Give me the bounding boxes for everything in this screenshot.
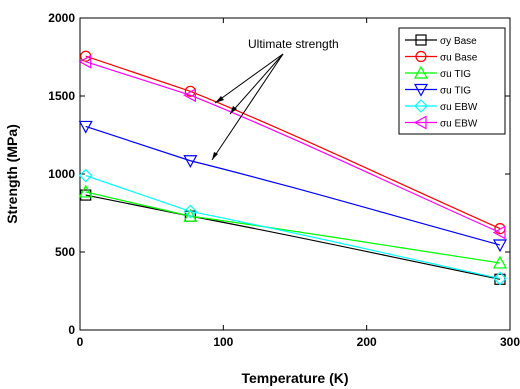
series-line-5 — [85, 61, 501, 234]
series-line-2 — [85, 191, 501, 264]
legend-marker-3 — [413, 83, 429, 97]
series-2-point-1 — [183, 208, 198, 222]
annotation-label: Ultimate strength — [248, 37, 339, 51]
y-tick-label-1: 500 — [55, 245, 75, 259]
series-2 — [78, 184, 507, 269]
legend-label-3: σu TIG — [440, 86, 471, 97]
series-line-4 — [85, 174, 501, 280]
y-tick-label-0: 0 — [68, 323, 75, 337]
annotation-arrows — [211, 53, 284, 161]
series-2-point-2 — [492, 255, 507, 269]
series-layer — [78, 50, 507, 286]
legend-label-2: σu TIG — [440, 69, 471, 80]
series-5 — [78, 54, 506, 240]
annotation-arrowhead-2 — [230, 106, 237, 114]
legend-label-0: σy Base — [440, 36, 477, 47]
series-4-point-0 — [78, 168, 93, 183]
series-0 — [80, 189, 506, 285]
series-5-point-1 — [183, 88, 196, 103]
series-3-point-0 — [78, 120, 93, 134]
legend-label-4: σu EBW — [440, 102, 478, 113]
y-tick-label-3: 1500 — [48, 89, 75, 103]
y-tick-label-2: 1000 — [48, 167, 75, 181]
legend-entry-0: σy Base — [405, 34, 477, 47]
series-5-point-0 — [78, 54, 92, 69]
x-tick-label-3: 300 — [500, 335, 520, 349]
x-tick-label-1: 100 — [213, 335, 233, 349]
axis-ticks: 0 100 200 300 0 500 1000 1500 2000 — [48, 11, 520, 349]
legend-marker-1 — [415, 50, 427, 63]
legend-label-1: σu Base — [440, 53, 478, 64]
series-line-0 — [85, 194, 501, 280]
series-line-3 — [85, 125, 501, 246]
annotation-arrow-2 — [229, 53, 284, 115]
series-5-point-2 — [492, 225, 506, 240]
annotation-arrow-1 — [214, 53, 284, 104]
legend-entry-1: σu Base — [405, 50, 478, 64]
legend-marker-2 — [413, 65, 429, 79]
y-tick-label-4: 2000 — [48, 11, 75, 25]
series-4-point-1 — [183, 204, 198, 219]
x-tick-label-0: 0 — [77, 335, 84, 349]
y-axis-label: Strength (MPa) — [4, 124, 20, 224]
annotation-arrow-3 — [211, 53, 284, 161]
legend-marker-0 — [415, 34, 427, 46]
legend-entry-4: σu EBW — [405, 99, 478, 113]
legend-entry-2: σu TIG — [405, 65, 471, 80]
legend-marker-5 — [413, 115, 427, 130]
series-2-point-0 — [78, 184, 93, 198]
annotation-arrowhead-1 — [215, 96, 224, 103]
legend-entry-5: σu EBW — [405, 115, 478, 130]
series-4 — [78, 168, 507, 286]
series-4-point-2 — [493, 271, 507, 286]
legend-entry-3: σu TIG — [405, 83, 471, 97]
legend-box — [398, 27, 506, 135]
legend-label-5: σu EBW — [440, 119, 478, 130]
legend-marker-4 — [414, 99, 428, 113]
legend: σy Base σu Base σu TIG σu TIG σu EBW σu EBW — [398, 27, 506, 135]
series-3 — [78, 120, 507, 253]
series-line-1 — [85, 55, 501, 230]
series-3-point-2 — [492, 239, 507, 253]
x-axis-label: Temperature (K) — [241, 370, 348, 386]
annotation-arrowhead-3 — [212, 152, 218, 160]
series-3-point-1 — [183, 155, 198, 168]
x-tick-label-2: 200 — [357, 335, 377, 349]
